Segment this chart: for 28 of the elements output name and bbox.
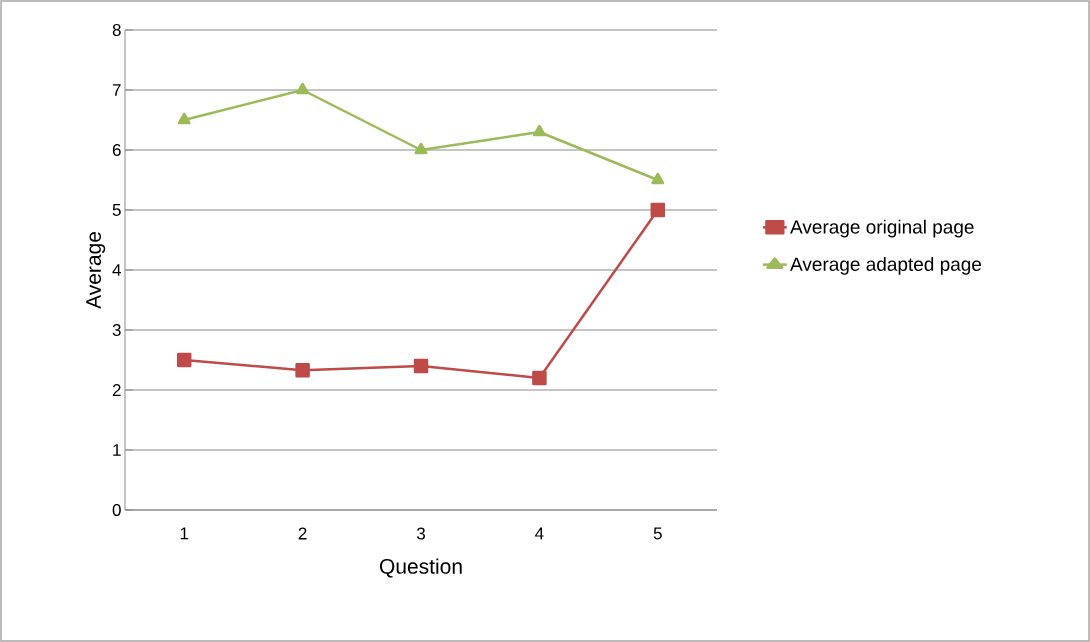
y-tick-label: 2 — [112, 384, 121, 396]
y-tick-label: 3 — [112, 323, 121, 337]
x-axis-title: Question — [379, 558, 462, 578]
y-tick-label: 7 — [112, 84, 121, 96]
point — [295, 362, 310, 378]
point — [296, 82, 310, 95]
point — [413, 358, 429, 374]
x-tick-label: 3 — [416, 527, 425, 540]
point — [650, 202, 666, 218]
y-tick-label: 1 — [113, 444, 121, 456]
y-tick-label: 0 — [112, 503, 121, 517]
x-tick-label: 5 — [653, 527, 662, 540]
legend-label: Average adapted page — [790, 256, 982, 275]
point — [414, 142, 428, 155]
point — [532, 370, 547, 386]
point — [176, 352, 192, 368]
x-tick-label: 4 — [535, 527, 544, 540]
y-tick-label: 6 — [112, 143, 121, 157]
point — [177, 112, 191, 125]
point — [651, 172, 665, 185]
point — [532, 124, 546, 137]
x-tick-label: 2 — [298, 527, 307, 540]
x-tick-label: 1 — [180, 527, 189, 540]
y-tick-label: 8 — [112, 23, 121, 37]
y-tick-label: 5 — [112, 204, 121, 216]
y-axis-title: Average — [86, 232, 106, 309]
y-tick-label: 4 — [112, 264, 121, 276]
legend-label: Average original page — [790, 219, 974, 238]
